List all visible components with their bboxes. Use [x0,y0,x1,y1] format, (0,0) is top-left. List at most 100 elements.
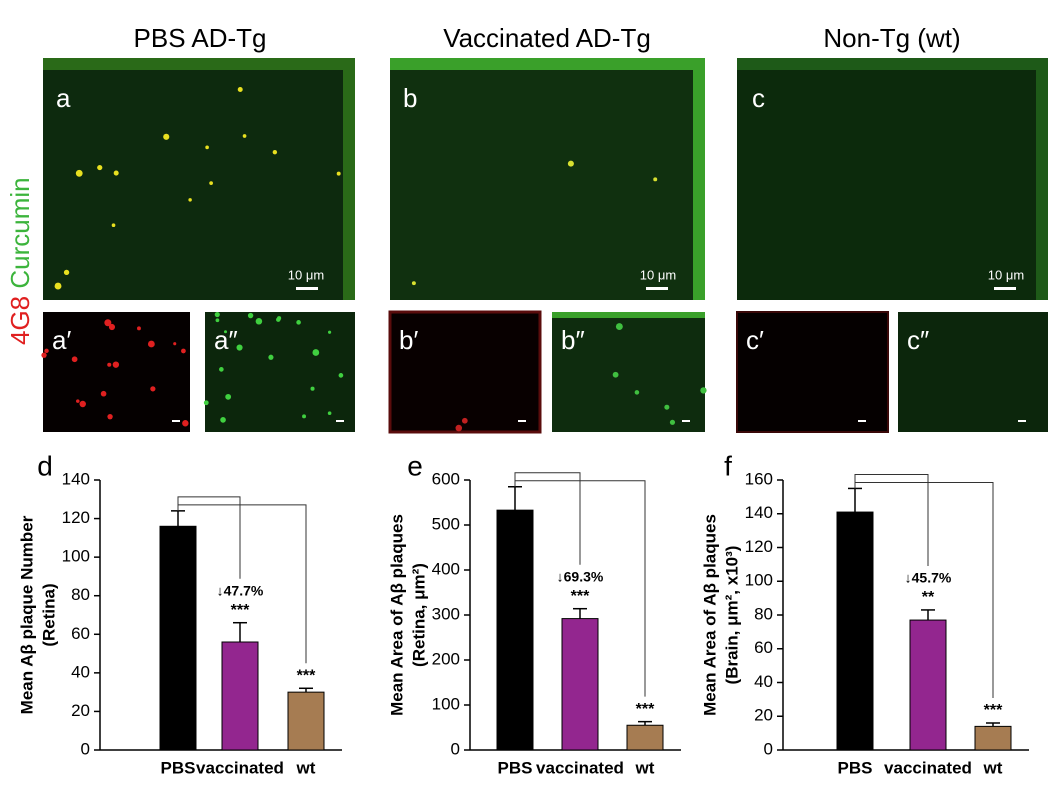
speck [75,169,83,177]
y-tick-label: 0 [81,739,90,758]
speck [181,348,186,354]
speck [310,386,315,391]
bar-label: ↓47.7% [217,582,264,598]
image-c [737,58,1048,300]
speck [247,312,254,319]
speck [336,171,341,176]
panel-letter: a [56,83,71,113]
x-tick-label: wt [983,758,1003,777]
comparison-bracket [177,496,241,579]
x-tick-label: PBS [161,758,196,777]
comparison-bracket [177,504,307,664]
speck [79,400,86,408]
speck [272,149,278,155]
bar [221,641,259,751]
image-a [43,58,355,300]
speck [612,371,619,378]
speck [108,323,116,331]
y-axis-label: (Retina, μm²) [409,563,428,667]
scale-bar-label: 10 μm [640,267,676,282]
bar-label: ↓45.7% [905,570,952,586]
x-tick-label: vaccinated [196,758,284,777]
image-edge [343,58,355,300]
image-edge [552,312,705,318]
bar [836,511,874,751]
comparison-bracket [854,473,929,566]
speck [455,424,463,432]
image-a1 [43,312,190,432]
panel-letter: a″ [214,325,238,355]
speck [242,134,247,138]
image-edge [693,58,705,300]
y-tick-label: 20 [754,706,773,725]
bar-label: ** [922,589,935,606]
speck [214,311,220,318]
micrographs [41,58,1048,434]
y-tick-label: 0 [764,739,773,758]
speck [700,387,707,394]
speck [147,340,155,348]
y-tick-label: 60 [754,638,773,657]
bar [159,525,197,751]
panel-label: f [724,450,732,481]
image-b2 [552,312,705,432]
speck [107,414,113,420]
x-tick-label: PBS [838,758,873,777]
speck [461,417,468,424]
speck [615,323,623,331]
panel-label: e [407,450,423,481]
image-edge [43,58,355,70]
speck [112,361,120,368]
y-tick-label: 60 [71,624,90,643]
speck [71,356,78,363]
column-title: PBS AD-Tg [134,23,267,53]
speck [41,352,47,358]
speck [63,269,70,276]
y-tick-label: 120 [745,537,773,556]
bar-label: *** [297,668,316,685]
comparison-bracket [854,481,994,698]
scale-bar-label: 10 μm [288,267,324,282]
panel-letter: c′ [746,325,764,355]
y-tick-label: 100 [745,571,773,590]
panel-label: d [37,450,53,481]
y-tick-label: 500 [432,514,460,533]
image-edge [737,58,1048,70]
row-label-red: 4G8 [5,296,35,345]
speck [100,390,107,397]
speck [107,362,112,367]
speck [163,133,170,140]
speck [328,330,332,334]
x-tick-label: wt [635,758,655,777]
speck [203,400,209,406]
y-tick-label: 120 [62,508,90,527]
y-axis-label: (Brain, μm², x10³) [722,546,741,685]
bar-label: *** [984,702,1003,719]
panel-letter: c [752,83,765,113]
bar [909,619,947,751]
speck [634,390,640,395]
speck [255,317,263,325]
bar [561,618,599,751]
bar [626,724,664,751]
speck [220,417,226,423]
panel-letter: c″ [907,325,929,355]
speck [205,145,209,150]
row-label-green: Curcumin [5,177,35,288]
y-tick-label: 600 [432,469,460,488]
speck [182,420,189,427]
y-tick-label: 200 [432,649,460,668]
bar [287,691,325,751]
speck [113,170,119,176]
speck [219,367,224,372]
speck [302,414,307,419]
comparison-bracket [514,480,646,697]
speck [312,349,320,356]
speck [54,282,62,290]
image-b [390,58,705,300]
y-axis-label: (Retina) [39,583,58,646]
speck [215,318,220,323]
y-tick-label: 40 [754,672,773,691]
scale-bars [172,287,1026,422]
speck [137,326,141,331]
